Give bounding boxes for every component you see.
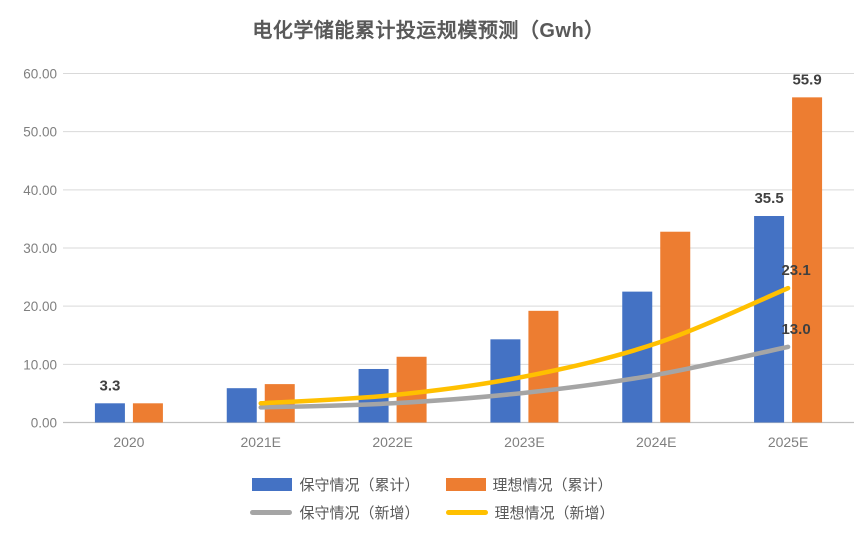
- bar-2022E: [396, 356, 427, 423]
- x-category-label: 2021E: [241, 434, 281, 450]
- y-tick-label: 10.00: [23, 357, 57, 372]
- x-category-label: 2023E: [504, 434, 544, 450]
- chart-title: 电化学储能累计投运规模预测（Gwh）: [252, 20, 605, 42]
- data-label: 23.1: [781, 262, 810, 279]
- x-category-label: 2024E: [636, 434, 676, 450]
- data-label: 3.3: [99, 377, 120, 394]
- legend-item-ideal-new: 理想情况（新增）: [445, 502, 615, 523]
- y-tick-label: 50.00: [23, 125, 57, 140]
- bar-2024E: [660, 231, 691, 423]
- x-category-label: 2022E: [372, 434, 412, 450]
- bar-2020: [132, 403, 163, 423]
- legend-swatch-orange-bar-icon: [445, 478, 486, 491]
- line-series: [258, 285, 791, 406]
- legend-label: 保守情况（新增）: [299, 505, 420, 522]
- bar-2025E: [754, 216, 785, 423]
- legend-label: 理想情况（累计）: [492, 477, 613, 494]
- line-series: [258, 344, 791, 410]
- data-label: 35.5: [754, 190, 783, 207]
- y-tick-label: 60.00: [23, 67, 57, 82]
- x-category-label: 2025E: [768, 434, 808, 450]
- legend-item-conservative-new: 保守情况（新增）: [250, 502, 420, 523]
- data-label: 13.0: [781, 321, 810, 338]
- y-tick-label: 40.00: [23, 183, 57, 198]
- legend-swatch-blue-bar-icon: [252, 478, 293, 491]
- bar-2020: [94, 403, 125, 423]
- y-tick-label: 20.00: [23, 299, 57, 314]
- legend-row-bars: 保守情况（累计） 理想情况（累计）: [252, 474, 613, 495]
- chart-plot: 0.00 10.00 20.00 30.00 40.00 50.00 60.00 2020 20…: [23, 67, 854, 450]
- legend-swatch-gray-line-icon: [250, 510, 293, 515]
- x-category-label: 2020: [113, 434, 144, 450]
- legend-item-ideal-cumulative: 理想情况（累计）: [445, 474, 613, 495]
- chart-legend: 保守情况（累计） 理想情况（累计） 保守情况（新增） 理想情况（新增）: [0, 474, 865, 523]
- data-label: 55.9: [792, 71, 821, 88]
- bar-2021E: [226, 388, 257, 423]
- legend-swatch-yellow-line-icon: [445, 510, 488, 515]
- y-tick-label: 30.00: [23, 241, 57, 256]
- legend-label: 保守情况（累计）: [299, 477, 420, 494]
- bar-2023E: [528, 310, 559, 423]
- y-tick-label: 0.00: [31, 416, 57, 431]
- bar-2024E: [622, 291, 653, 423]
- legend-item-conservative-cumulative: 保守情况（累计）: [252, 474, 420, 495]
- bar-2025E: [792, 97, 823, 423]
- legend-label: 理想情况（新增）: [494, 505, 615, 522]
- legend-row-lines: 保守情况（新增） 理想情况（新增）: [250, 502, 615, 523]
